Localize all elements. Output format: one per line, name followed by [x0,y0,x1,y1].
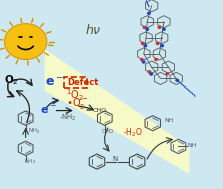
Text: $^1$O$_2$: $^1$O$_2$ [66,88,84,103]
Circle shape [145,28,149,31]
Circle shape [140,58,144,61]
Text: NH$_2$: NH$_2$ [24,157,36,166]
Circle shape [4,24,47,60]
Circle shape [157,26,161,29]
Text: O$_2$: O$_2$ [4,73,19,87]
Text: e$^-$: e$^-$ [39,105,56,116]
Text: h$\nu$: h$\nu$ [85,23,102,37]
Text: -NH$_2$: -NH$_2$ [59,112,77,123]
Polygon shape [45,49,190,174]
Circle shape [165,72,169,75]
Text: $\bullet$O$_2^-$: $\bullet$O$_2^-$ [66,95,88,111]
Circle shape [154,58,158,61]
Circle shape [162,28,166,31]
Circle shape [160,44,164,47]
Text: CHO: CHO [101,129,114,134]
Circle shape [147,70,151,74]
Circle shape [142,26,147,29]
Bar [64,77,87,88]
Text: NH: NH [164,118,173,123]
Text: N: N [112,156,118,162]
Circle shape [175,79,179,82]
Text: e$^-$: e$^-$ [45,76,64,89]
Text: $^+$NH$_2$: $^+$NH$_2$ [24,126,41,136]
Circle shape [141,42,145,45]
Text: -H$_2$O: -H$_2$O [123,126,142,139]
Text: CHO: CHO [92,108,106,113]
Circle shape [149,72,153,76]
Circle shape [142,60,146,64]
Circle shape [156,42,160,45]
Text: Defect: Defect [67,78,98,87]
Circle shape [147,12,151,15]
Circle shape [143,44,147,47]
Text: NH: NH [187,143,197,148]
